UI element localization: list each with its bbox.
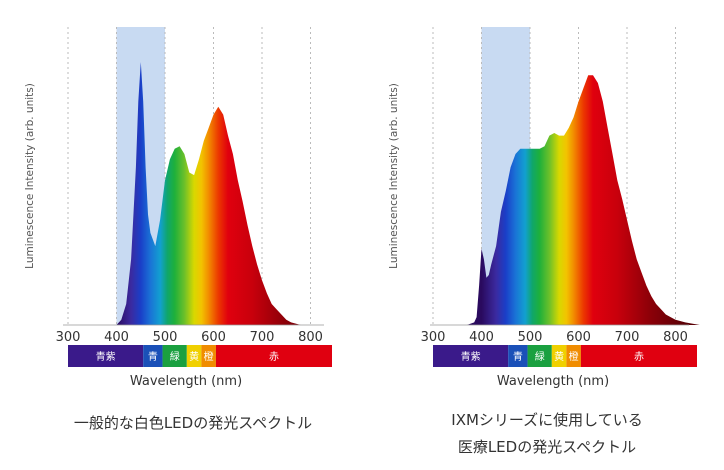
x-tick-label: 500 [153,330,178,345]
y-axis-label: Luminescence Intensity (arb. units) [24,83,36,269]
x-tick-label: 400 [469,330,494,345]
color-band-segment [186,345,202,367]
color-band-segment [551,345,567,367]
x-tick-label: 500 [518,330,543,345]
caption-right-line-1: IXMシリーズに使用している [451,411,643,429]
color-band-segment [201,345,216,367]
color-band-label: 橙 [204,350,214,363]
chart-2: 300 400 500 600 700 800 青紫 青緑黄橙 赤 Wavelength (nm)… [388,27,700,389]
x-axis-label: Wavelength (nm) [497,374,609,389]
color-band-segment [527,345,552,367]
color-band-label: 橙 [569,350,579,363]
x-tick-label: 300 [56,330,81,345]
spectrum-area [116,62,301,325]
color-band-segment [433,345,509,367]
x-tick-label: 600 [201,330,226,345]
color-band-label: 黄 [554,350,564,363]
color-band-label: 青 [513,350,523,363]
caption-left-line-1: 一般的な白色LEDの発光スペクトル [73,414,313,432]
y-axis-label: Luminescence Intensity (arb. units) [388,83,400,269]
color-band-segment [162,345,187,367]
color-band-segment [143,345,163,367]
color-band-label: 青紫 [96,350,116,363]
x-tick-label: 800 [298,330,323,345]
color-band-label: 緑 [535,350,545,363]
color-band-label: 赤 [269,351,279,363]
color-band-label: 青 [148,350,158,363]
x-tick-label: 600 [566,330,591,345]
x-tick-label: 300 [421,330,446,345]
x-tick-label: 700 [250,330,275,345]
color-band-segment [68,345,144,367]
color-band-label: 緑 [170,350,180,363]
color-band-segment [580,345,697,367]
caption-right: IXMシリーズに使用している 医療LEDの発光スペクトル [382,407,712,461]
x-tick-label: 700 [615,330,640,345]
spectrum-area [466,75,700,325]
color-band-label: 青紫 [461,350,481,363]
x-tick-label: 400 [104,330,129,345]
color-band-segment [215,345,332,367]
color-band-label: 黄 [189,350,199,363]
chart-1: 300 400 500 600 700 800 青紫 青緑黄橙 赤 Wavelength (nm)… [24,27,332,389]
x-axis-label: Wavelength (nm) [130,374,242,389]
color-band-segment [566,345,581,367]
x-tick-label: 800 [663,330,688,345]
caption-right-line-2: 医療LEDの発光スペクトル [457,438,637,456]
color-band-segment [508,345,528,367]
caption-left: 一般的な白色LEDの発光スペクトル [28,410,358,437]
color-band-label: 赤 [634,351,644,363]
